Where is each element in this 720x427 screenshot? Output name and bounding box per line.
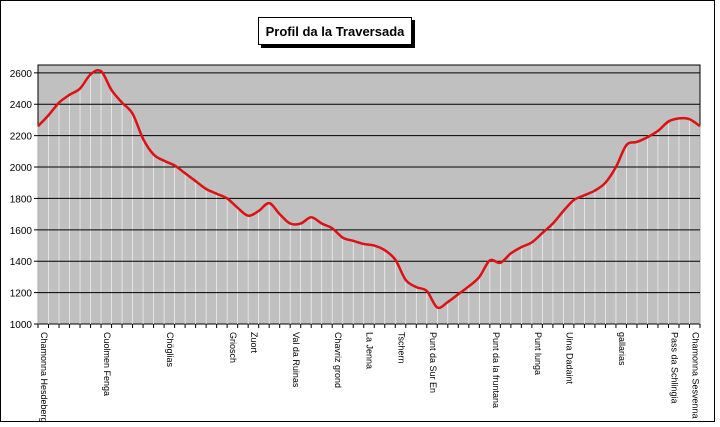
y-tick-label: 2000 (10, 163, 33, 174)
x-tick-label: Chöglias (165, 332, 175, 368)
y-tick-label: 1800 (10, 194, 33, 205)
y-tick-label: 2200 (10, 132, 33, 143)
x-tick-label: Griosch (228, 332, 238, 363)
x-tick-label: Chamonna Sesvenna (690, 332, 700, 419)
y-tick-label: 1400 (10, 257, 33, 268)
x-tick-label: Tschern (396, 332, 406, 364)
x-tick-label: Chavriz grond (333, 332, 343, 388)
x-tick-label: Zuort (249, 332, 259, 354)
y-tick-label: 2400 (10, 100, 33, 111)
x-tick-label: gallarias (617, 332, 627, 366)
y-tick-label: 1000 (10, 320, 33, 331)
x-tick-label: Punt da Sur En (428, 332, 438, 393)
x-tick-label: Uina Dadaint (564, 332, 574, 385)
y-tick-label: 1600 (10, 226, 33, 237)
chart-title: Profil da la Traversada (258, 17, 412, 45)
x-tick-label: Punt lunga (533, 332, 543, 375)
x-tick-label: Chamonna Hesdeberg (39, 332, 49, 423)
y-tick-label: 2600 (10, 69, 33, 80)
x-tick-label: La Jenna (365, 332, 375, 369)
x-tick-label: Punt da la fruntana (491, 332, 501, 408)
x-tick-label: Val da Ruinas (291, 332, 301, 388)
x-tick-label: Cuolmen Fenga (102, 332, 112, 396)
plot-area (37, 64, 701, 325)
x-tick-label: Pass da Schlingia (669, 332, 679, 404)
y-tick-label: 1200 (10, 289, 33, 300)
elevation-line (37, 69, 701, 310)
